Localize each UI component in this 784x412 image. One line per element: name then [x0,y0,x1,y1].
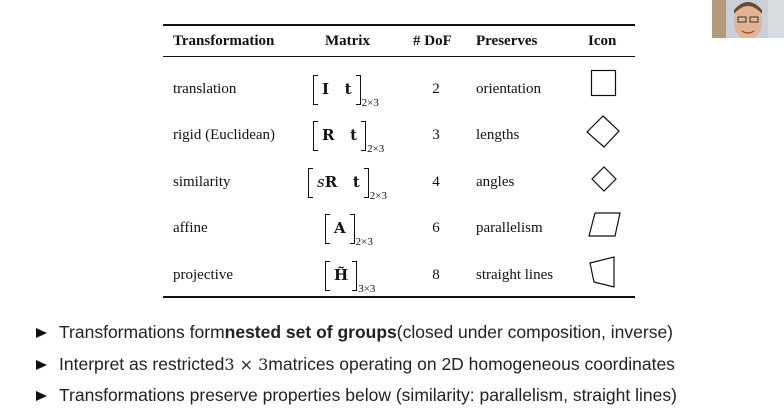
bullet-nested-groups: Transformations form nested set of group… [36,322,673,343]
table-header-rule [163,56,635,57]
matrix-similarity-rt: R t [324,173,360,191]
matrix-affine-size: 2×3 [355,236,373,248]
table-top-rule [163,24,635,26]
row-projective-preserves: straight lines [476,267,554,283]
matrix-projective-body: H̃ [334,266,349,284]
matrix-translation: I t 2×3 [313,75,379,109]
matrix-similarity-scale: s [317,173,325,191]
matrix-affine-body: A [334,219,346,237]
matrix-similarity-size: 2×3 [369,190,387,202]
row-projective-dof: 8 [432,267,440,283]
row-rigid-dof: 3 [432,127,440,143]
row-similarity-preserves: angles [476,174,515,190]
matrix-projective-size: 3×3 [358,283,376,295]
bullet-3-text: Transformations preserve properties belo… [59,385,677,405]
header-icon: Icon [588,33,617,49]
presenter-webcam [712,0,784,38]
bullet-arrow-icon [36,359,47,370]
bullet-arrow-icon [36,390,47,401]
matrix-translation-body: I t [322,80,352,98]
bullet-1-before: Transformations form [59,322,225,342]
bullet-2-after: matrices operating on 2D homogeneous coo… [268,354,675,374]
matrix-translation-size: 2×3 [361,97,379,109]
header-preserves: Preserves [476,33,538,49]
matrix-projective: H̃ 3×3 [325,261,375,295]
row-affine-preserves: parallelism [476,220,543,236]
rotated-square-icon [586,115,620,148]
small-rotated-square-icon [591,166,617,192]
header-transformation: Transformation [173,33,275,49]
bullet-1-bold: nested set of groups [224,322,397,342]
matrix-rigid-size: 2×3 [367,143,385,155]
bullet-1-after: (closed under composition, inverse) [396,322,674,342]
matrix-similarity: sR t 2×3 [308,168,387,202]
matrix-rigid: R t 2×3 [313,121,384,155]
bullet-2-math: 3 × 3 [224,355,269,374]
row-translation-preserves: orientation [476,81,541,97]
bullet-arrow-icon [36,327,47,338]
row-similarity-name: similarity [173,174,231,190]
parallelogram-icon [588,212,621,237]
row-translation-name: translation [173,81,237,97]
row-affine-dof: 6 [432,220,440,236]
header-dof: # DoF [413,33,452,49]
matrix-affine: A 2×3 [325,214,373,248]
row-rigid-name: rigid (Euclidean) [173,127,276,143]
trapezoid-icon [589,256,615,288]
square-icon [590,69,617,97]
bullet-preserve-properties: Transformations preserve properties belo… [36,385,677,406]
row-rigid-preserves: lengths [476,127,520,143]
table-bottom-rule [163,296,635,298]
presenter-video-image [712,0,784,38]
row-projective-name: projective [173,267,233,283]
bullet-2-before: Interpret as restricted [59,354,225,374]
matrix-rigid-body: R t [322,126,358,144]
row-translation-dof: 2 [432,81,440,97]
bullet-restricted-matrices: Interpret as restricted 3 × 3 matrices o… [36,354,675,375]
matrix-similarity-body: sR t [313,168,364,196]
header-matrix: Matrix [325,33,370,49]
row-affine-name: affine [173,220,208,236]
row-similarity-dof: 4 [432,174,440,190]
